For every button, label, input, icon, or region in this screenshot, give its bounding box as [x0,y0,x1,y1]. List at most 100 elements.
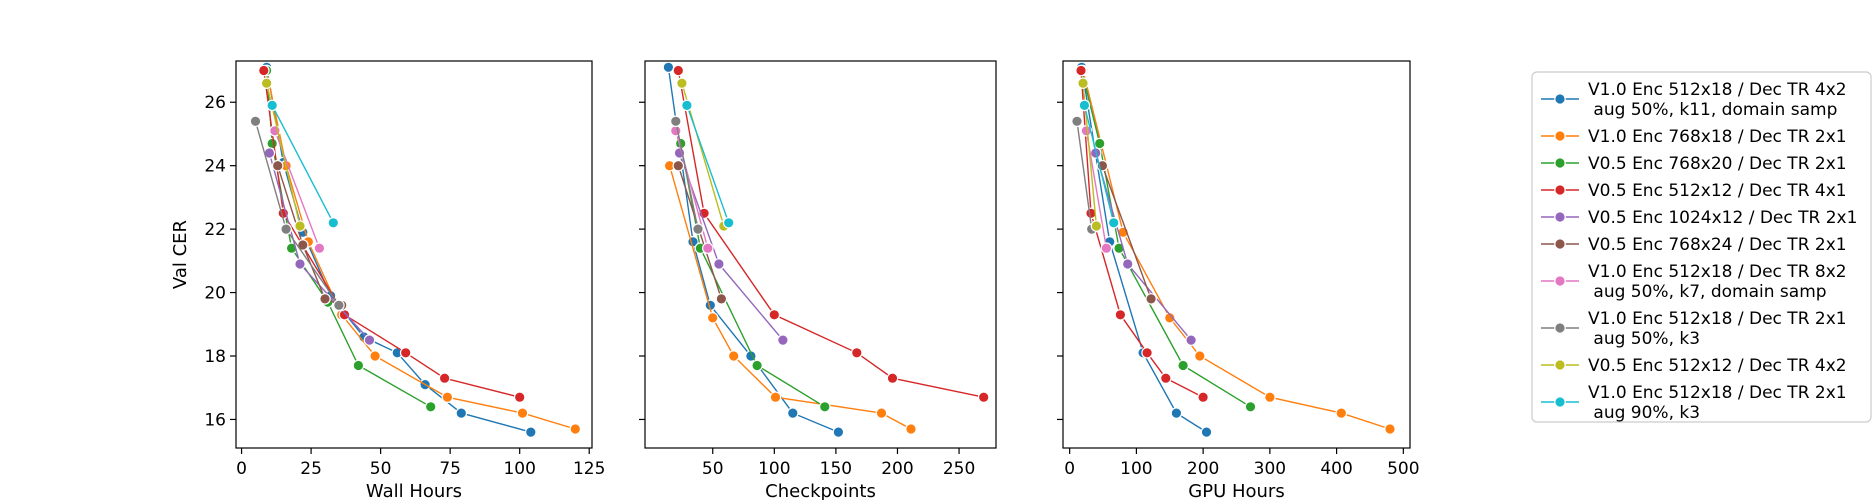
data-point [1145,293,1157,305]
data-point [1164,312,1176,324]
data-point [905,423,917,435]
legend-marker-10 [1554,396,1566,408]
data-point [424,400,437,413]
data-point [363,334,376,346]
data-point [786,407,799,419]
plot-panels: 16 18 20 22 24 26 0 25 50 75 100 125 Wall Hours Val C… [170,60,1420,500]
data-point [260,77,273,89]
data-point [692,223,704,235]
data-point [706,312,719,324]
series-line-6 [1101,165,1152,300]
data-point [1264,391,1276,403]
legend-marker-5 [1554,211,1566,223]
legend-marker-2 [1554,130,1566,142]
legend-box [1531,71,1872,423]
series-line-4 [677,70,984,398]
data-point [516,407,529,419]
data-point [1100,242,1113,254]
data-point [569,423,582,435]
data-point [662,61,675,74]
series-line-8 [1076,121,1093,230]
data-point [327,217,340,229]
series-line-1 [265,67,531,433]
legend-marker-6 [1554,238,1566,250]
legend-label-10: V1.0 Enc 512x18 / Dec TR 2x1 aug 90%, k3 [1588,383,1847,423]
data-point [1093,137,1106,150]
legend-label-6: V0.5 Enc 768x24 / Dec TR 2x1 [1588,235,1847,255]
data-point [1114,308,1127,321]
data-point [669,125,682,137]
y-tick-label: 26 [204,93,226,113]
series-line-6 [277,165,342,306]
data-point [818,400,831,413]
data-point [713,258,725,270]
data-point [681,99,693,112]
data-point [1197,391,1209,403]
data-point [676,77,688,89]
data-point [672,159,685,172]
data-point [1071,115,1083,128]
data-point [1085,207,1097,220]
data-point [1107,217,1120,229]
legend-label-9: V0.5 Enc 512x12 / Dec TR 4x2 [1588,356,1847,376]
legend-label-4: V0.5 Enc 512x12 / Dec TR 4x1 [1588,181,1847,201]
data-point [1090,220,1103,232]
data-point [249,115,262,128]
data-point [672,64,685,77]
y-axis-label: Val CER [170,220,191,289]
y-tick-label: 22 [204,220,226,240]
x-axis-label: Wall Hours [366,481,462,500]
data-point [875,407,888,419]
data-point [1384,423,1396,435]
series-line-1 [667,67,839,433]
data-point [266,137,278,150]
x-tick-label: 25 [300,459,322,479]
data-point [280,223,292,235]
x-tick-label: 150 [820,459,852,479]
data-point [319,293,331,305]
data-point [1185,334,1197,346]
y-tick-label: 16 [204,410,226,430]
data-point [333,299,345,312]
legend-label-2: V1.0 Enc 768x18 / Dec TR 2x1 [1588,127,1847,147]
y-tick-label: 20 [204,284,226,304]
panel-2: 50 100 150 200 250 Checkpoints [639,60,997,500]
x-axis-label: Checkpoints [765,481,876,500]
x-tick-label: 125 [573,459,605,479]
data-point [338,308,351,321]
data-point [294,258,306,270]
data-point [769,391,782,403]
data-point [1077,77,1089,89]
data-point [294,220,306,232]
series-line-4 [1080,70,1204,398]
data-point [1244,400,1257,413]
data-point [1177,359,1189,372]
x-tick-label: 250 [943,459,975,479]
x-tick-label: 0 [236,459,247,479]
series-line-8 [675,121,699,230]
data-point [438,372,451,384]
data-point [1075,64,1087,77]
data-point [513,391,526,403]
x-tick-label: 100 [503,459,535,479]
series-line-10 [271,105,334,224]
axes-frame [644,60,997,449]
x-tick-label: 300 [1254,459,1286,479]
data-point [369,350,381,362]
data-point [285,242,298,254]
data-point [271,159,284,172]
legend-marker-8 [1554,322,1566,334]
data-point [1160,372,1172,384]
x-tick-label: 0 [1064,459,1075,479]
y-tick-label: 24 [204,157,226,177]
data-point [751,359,763,372]
panel-1: 16 18 20 22 24 26 0 25 50 75 100 125 Wall Hours Val C… [170,60,605,500]
x-tick-label: 100 [758,459,790,479]
legend-marker-1 [1554,93,1566,105]
series-line-2 [1082,70,1391,430]
legend-label-5: V0.5 Enc 1024x12 / Dec TR 2x1 [1588,208,1857,228]
x-tick-label: 50 [702,459,724,479]
legend-label-8: V1.0 Enc 512x18 / Dec TR 2x1 aug 50%, k3 [1588,309,1847,349]
series-line-10 [1083,105,1115,223]
